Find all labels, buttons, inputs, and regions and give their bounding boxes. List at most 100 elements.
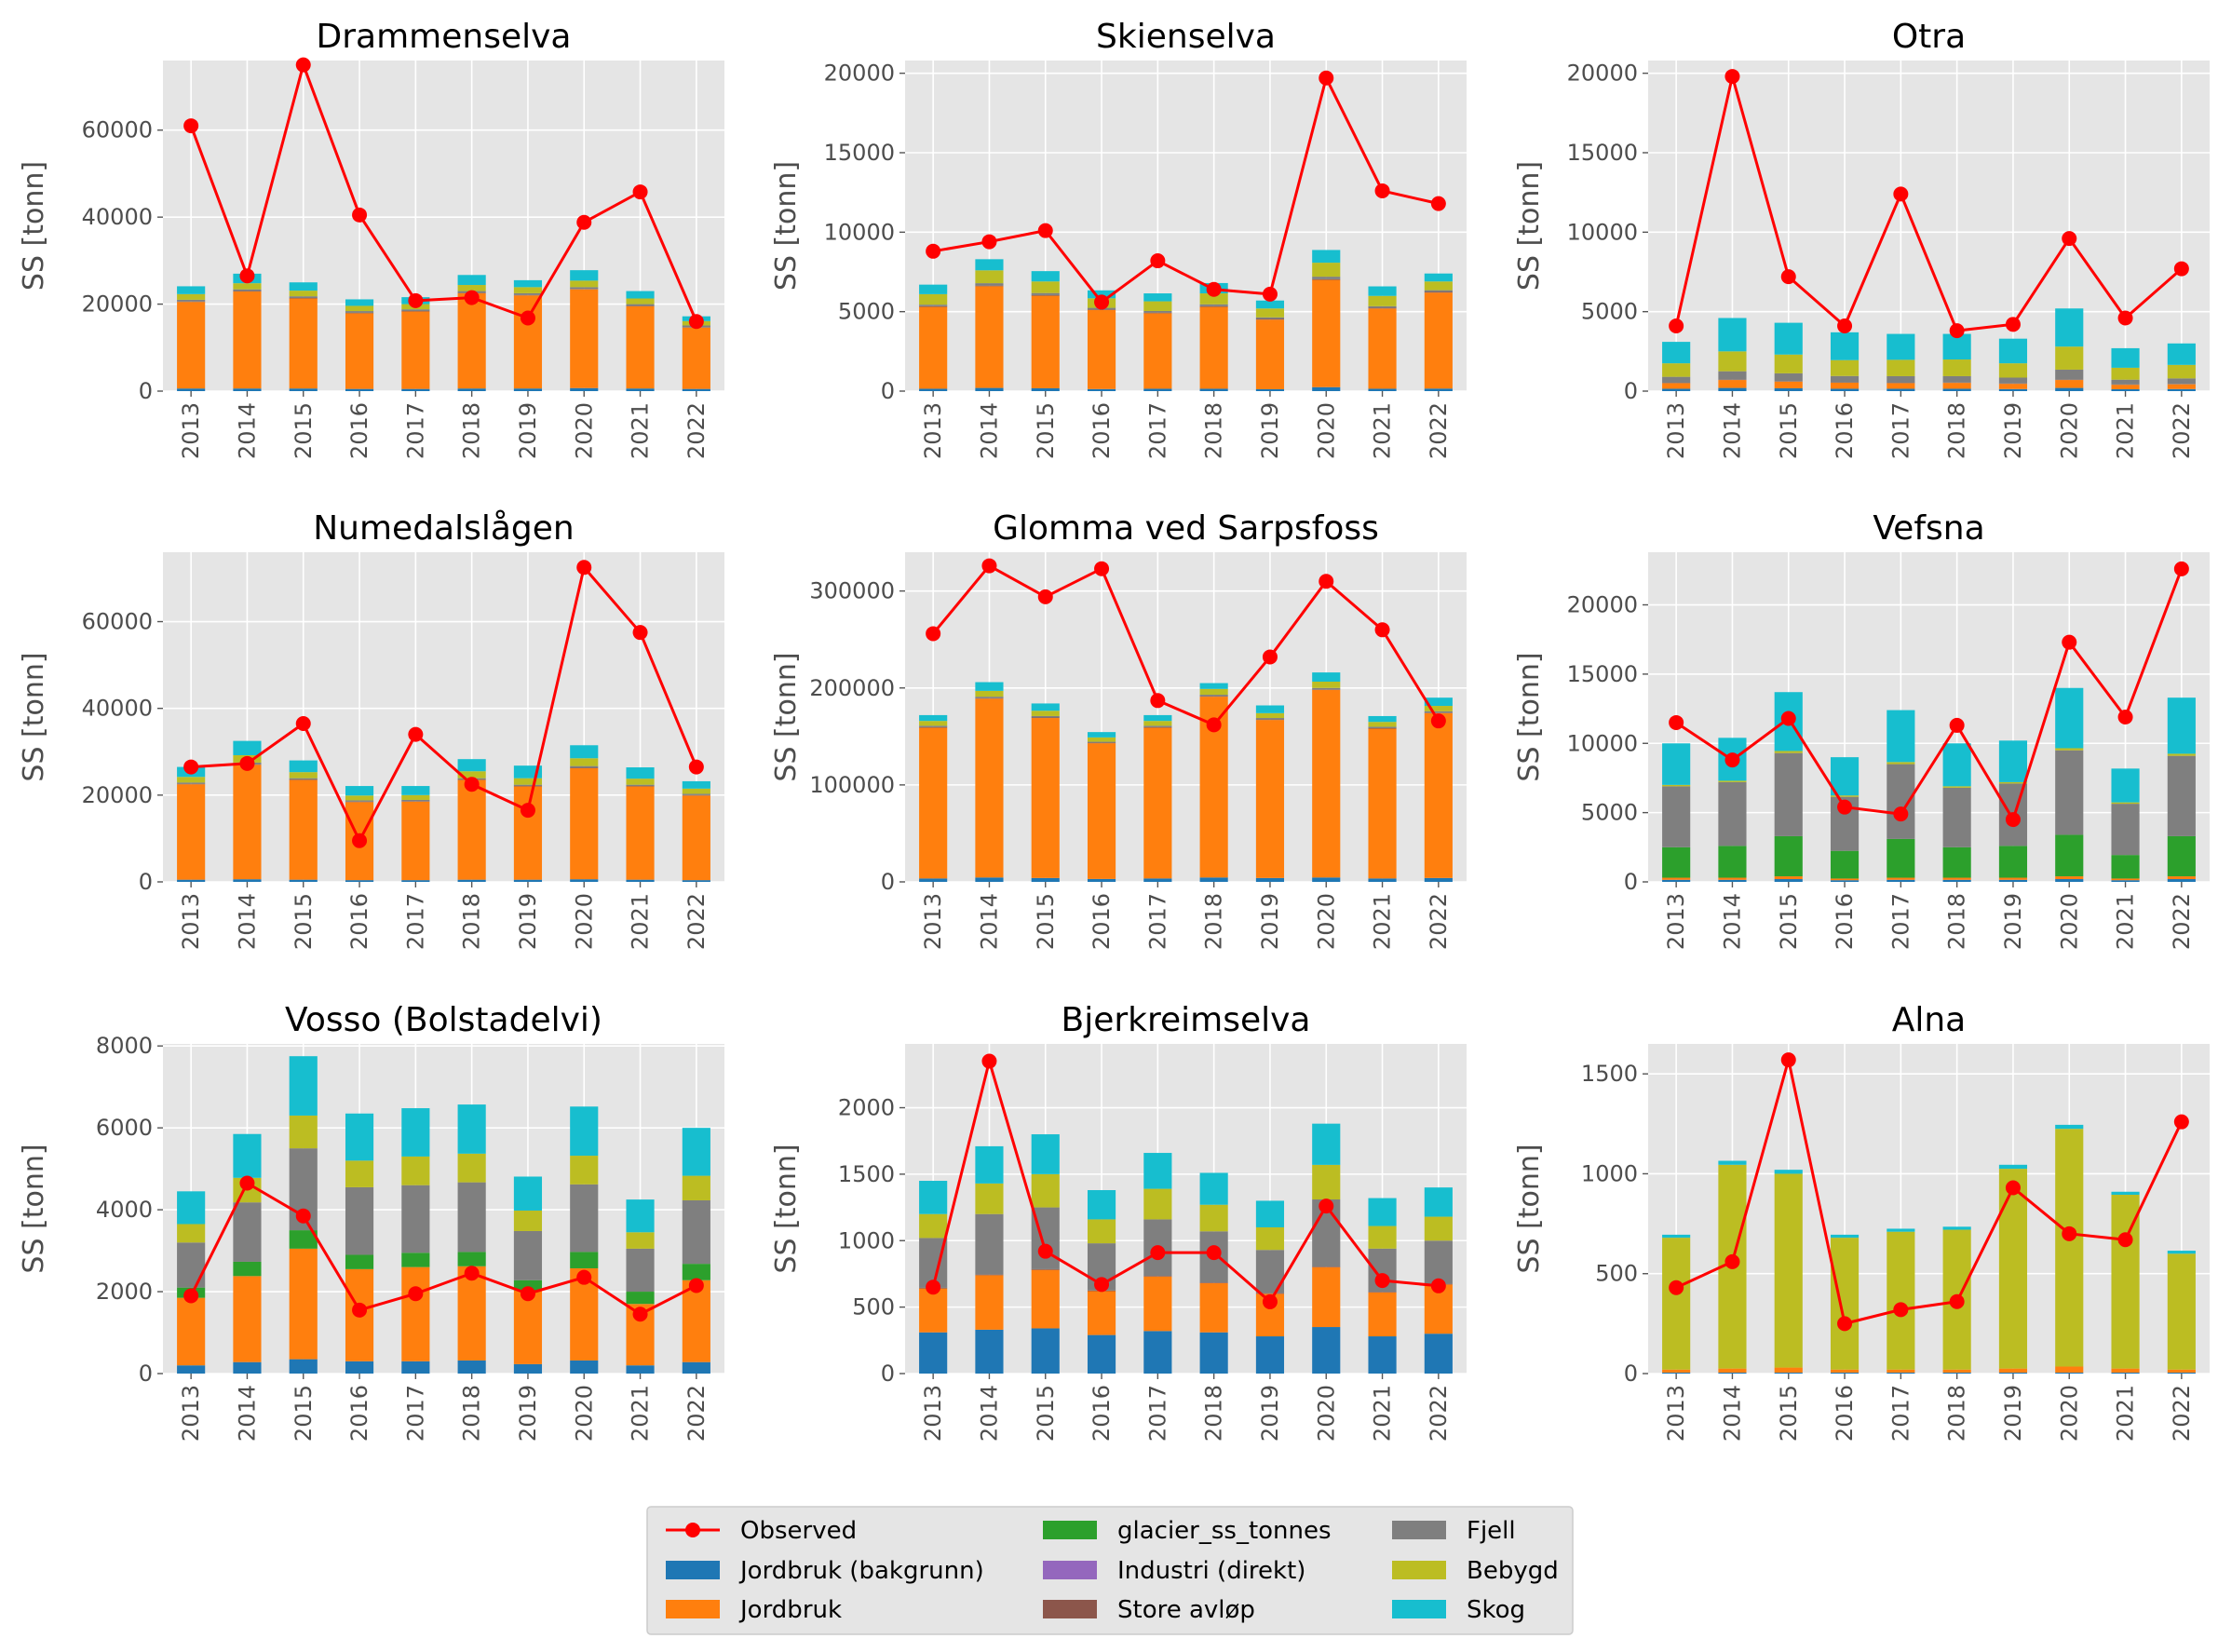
bar-skog-2017 (1887, 333, 1915, 360)
bar-jordbruk-bakgrunn-2018 (1942, 1372, 1971, 1374)
bar-jordbruk-2019 (1998, 384, 2028, 389)
panel-vefsna: 0 5000 10000 15000 20000 2013 2014 2015 2016 2017… (1513, 509, 2210, 950)
bar-store-avl-p-2021 (1368, 307, 1397, 309)
bar-jordbruk-2021 (626, 305, 655, 389)
bar-jordbruk-bakgrunn-2019 (1255, 388, 1285, 391)
observed-point-2022 (2173, 1114, 2189, 1130)
bar-skog-2021 (2111, 768, 2140, 803)
bar-fjell-2013 (919, 305, 948, 306)
observed-point-2019 (1262, 649, 1278, 665)
bar-fjell-2021 (626, 784, 655, 787)
y-tick-label: 6000 (96, 1115, 153, 1141)
bar-bebygd-2015 (1031, 1173, 1060, 1208)
bar-fjell-2019 (1998, 377, 2028, 384)
bar-fjell-2022 (1424, 1240, 1453, 1284)
observed-point-2015 (295, 715, 311, 731)
bar-fjell-2021 (626, 1248, 655, 1293)
bar-bebygd-2019 (513, 1210, 543, 1231)
bar-jordbruk-2020 (570, 767, 599, 880)
bar-jordbruk-2022 (2167, 384, 2196, 389)
bar-store-avl-p-2018 (1199, 305, 1228, 307)
bar-jordbruk-bakgrunn-2014 (975, 387, 1004, 391)
bar-jordbruk-2020 (1312, 1266, 1341, 1328)
bar-bebygd-2017 (1887, 762, 1915, 765)
bar-skog-2020 (570, 745, 599, 759)
observed-point-2013 (1669, 1280, 1684, 1295)
y-tick-label: 500 (852, 1294, 895, 1320)
bar-jordbruk-bakgrunn-2013 (1662, 388, 1691, 391)
observed-point-2018 (464, 1266, 480, 1281)
bar-bebygd-2022 (682, 788, 710, 794)
bar-fjell-2016 (345, 311, 374, 313)
y-tick-label: 10000 (824, 219, 895, 245)
observed-point-2019 (1262, 286, 1278, 302)
bar-fjell-2019 (513, 784, 543, 787)
bar-jordbruk-2020 (1312, 689, 1341, 878)
x-tick-label: 2020 (571, 893, 597, 950)
observed-point-2014 (1724, 1253, 1740, 1269)
x-tick-label: 2014 (1719, 402, 1745, 459)
observed-point-2020 (576, 214, 592, 230)
bar-bebygd-2018 (1942, 786, 1971, 788)
observed-point-2019 (520, 803, 535, 819)
observed-line (189, 63, 698, 322)
legend-label: Fjell (1467, 1517, 1516, 1545)
bar-bebygd-2019 (513, 778, 543, 785)
bar-bebygd-2020 (1312, 1164, 1341, 1200)
bar-bebygd-2013 (1662, 784, 1691, 787)
bar-jordbruk-2021 (2111, 1368, 2140, 1373)
bar-jordbruk-bakgrunn-2014 (1718, 387, 1747, 391)
observed-point-2019 (2005, 812, 2021, 828)
legend-label: Bebygd (1467, 1557, 1559, 1585)
x-tick-label: 2019 (1257, 893, 1283, 950)
bar-glacier-ss-tonnes-2017 (401, 1253, 430, 1267)
bar-bebygd-2019 (513, 287, 543, 293)
bar-store-avl-p-2020 (1312, 689, 1341, 690)
x-tick-label: 2020 (1313, 893, 1339, 950)
legend-box (646, 1506, 1574, 1635)
y-tick-label: 5000 (838, 299, 895, 325)
bar-skog-2019 (1998, 1164, 2028, 1170)
bar-fjell-2019 (1255, 718, 1285, 720)
x-tick-label: 2015 (291, 1385, 317, 1442)
x-tick-label: 2013 (920, 1385, 946, 1442)
bar-jordbruk-bakgrunn-2013 (1662, 879, 1691, 882)
observed-point-2022 (1430, 196, 1446, 211)
bar-jordbruk-2020 (2055, 876, 2084, 880)
bar-fjell-2013 (919, 725, 948, 727)
bar-skog-2021 (1368, 286, 1397, 296)
y-tick-label: 200000 (809, 675, 895, 701)
bar-jordbruk-bakgrunn-2017 (1143, 388, 1172, 391)
bar-skog-2013 (1662, 1234, 1691, 1239)
panel-skienselva: 0 5000 10000 15000 20000 2013 2014 2015 2016 2017… (770, 18, 1467, 459)
bar-fjell-2013 (1662, 376, 1691, 384)
bar-jordbruk-2014 (975, 1275, 1004, 1330)
observed-point-2013 (926, 243, 941, 259)
bar-skog-2015 (289, 1056, 318, 1116)
bar-jordbruk-bakgrunn-2021 (626, 879, 655, 882)
bar-jordbruk-bakgrunn-2014 (233, 1361, 262, 1374)
bar-skog-2021 (626, 767, 655, 779)
bar-jordbruk-bakgrunn-2017 (401, 1361, 430, 1374)
observed-point-2018 (1949, 323, 1965, 339)
bar-skog-2016 (1087, 290, 1116, 299)
y-tick-label: 10000 (1567, 219, 1638, 245)
legend-swatch (1392, 1561, 1446, 1579)
bar-fjell-2014 (975, 283, 1004, 286)
x-tick-label: 2013 (920, 402, 946, 459)
bar-store-avl-p-2017 (1143, 312, 1172, 314)
bar-jordbruk-bakgrunn-2013 (177, 388, 206, 391)
x-tick-label: 2021 (2113, 402, 2139, 459)
y-tick-label: 15000 (1567, 140, 1638, 166)
bar-jordbruk-bakgrunn-2018 (457, 879, 486, 882)
bar-skog-2015 (1031, 271, 1060, 282)
bar-skog-2013 (1662, 342, 1691, 364)
bar-bebygd-2013 (1662, 1238, 1691, 1370)
bar-skog-2016 (345, 786, 374, 796)
legend-swatch (1043, 1600, 1097, 1618)
bar-jordbruk-2022 (1424, 292, 1453, 389)
bar-bebygd-2017 (401, 1156, 430, 1185)
panel-bjerkreimselva: 0 500 1000 1500 2000 2013 2014 2015 2016 2017 2018… (770, 1001, 1467, 1442)
observed-point-2021 (632, 625, 648, 641)
y-axis-label: SS [tonn] (18, 1144, 50, 1273)
